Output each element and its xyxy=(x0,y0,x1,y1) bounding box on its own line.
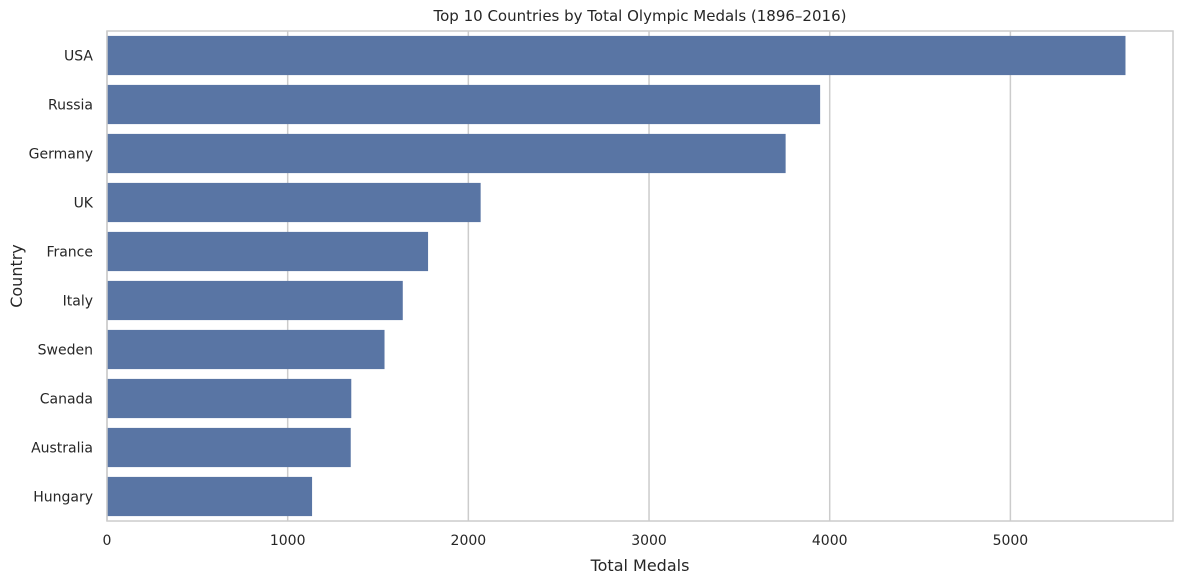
bar-canada xyxy=(107,378,352,419)
x-tick-label: 1000 xyxy=(270,533,306,549)
x-tick-label: 2000 xyxy=(451,533,487,549)
chart-title: Top 10 Countries by Total Olympic Medals… xyxy=(433,7,847,25)
bars xyxy=(107,35,1126,517)
y-tick-labels: USA Russia Germany UK France Italy Sweden Canad… xyxy=(29,49,94,506)
x-tick-label: 0 xyxy=(103,533,112,549)
y-tick-label: Sweden xyxy=(38,343,93,359)
y-tick-label: Germany xyxy=(29,147,93,163)
y-tick-label: USA xyxy=(64,49,93,65)
x-axis-title: Total Medals xyxy=(590,556,690,575)
bar-germany xyxy=(107,133,786,174)
x-tick-label: 4000 xyxy=(812,533,848,549)
x-tick-label: 5000 xyxy=(993,533,1029,549)
bar-uk xyxy=(107,182,481,223)
y-tick-label: France xyxy=(46,245,93,261)
bar-australia xyxy=(107,427,351,468)
y-tick-label: Italy xyxy=(63,294,93,310)
x-tick-labels: 0 1000 2000 3000 4000 5000 xyxy=(103,533,1029,549)
bar-usa xyxy=(107,35,1126,76)
y-tick-label: Russia xyxy=(48,98,93,114)
x-tick-label: 3000 xyxy=(631,533,667,549)
bar-italy xyxy=(107,280,403,321)
y-tick-label: Australia xyxy=(31,441,93,457)
y-tick-label: UK xyxy=(74,196,94,212)
y-axis-title: Country xyxy=(7,244,26,308)
bar-hungary xyxy=(107,476,313,517)
bar-france xyxy=(107,231,429,272)
y-tick-label: Hungary xyxy=(33,490,93,506)
y-tick-label: Canada xyxy=(40,392,93,408)
plot-frame xyxy=(106,30,1174,522)
bar-russia xyxy=(107,84,821,125)
bar-sweden xyxy=(107,329,385,370)
